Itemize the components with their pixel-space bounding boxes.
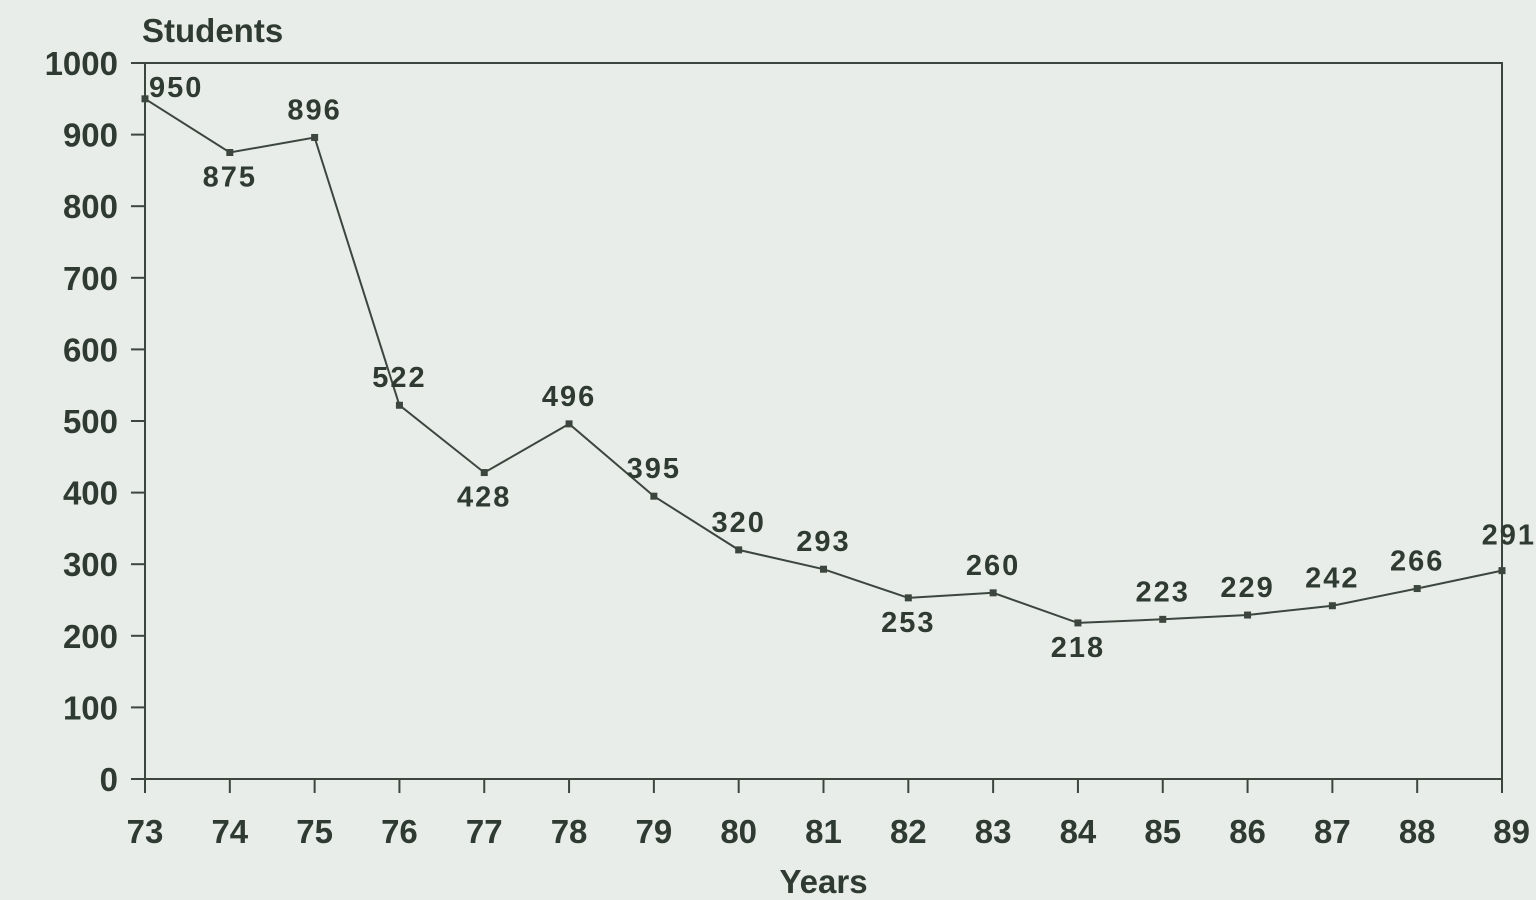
y-tick-label: 600 <box>63 331 118 368</box>
y-tick-label: 500 <box>63 403 118 440</box>
x-tick-label: 83 <box>975 813 1012 850</box>
data-point <box>1074 619 1082 627</box>
data-point <box>989 589 997 597</box>
y-axis-title: Students <box>142 12 283 49</box>
data-label: 875 <box>203 162 257 194</box>
data-point <box>226 149 234 156</box>
data-label: 896 <box>287 94 341 126</box>
data-label: 242 <box>1305 563 1359 595</box>
y-tick-label: 300 <box>63 546 118 583</box>
plot-area-frame <box>144 62 1503 780</box>
data-point <box>1328 602 1336 610</box>
x-tick-label: 76 <box>381 813 418 850</box>
x-tick-label: 73 <box>127 813 164 850</box>
x-axis: 73 74 75 76 77 78 79 80 81 82 83 84 85 86 87 88 89 <box>127 779 1530 850</box>
y-tick-label: 700 <box>63 260 118 297</box>
data-point <box>311 133 319 141</box>
data-label: 395 <box>627 453 681 485</box>
x-tick-label: 82 <box>890 813 927 850</box>
x-tick-label: 75 <box>296 813 333 850</box>
x-tick-label: 74 <box>211 813 248 850</box>
data-point <box>1159 615 1167 623</box>
data-label: 950 <box>149 72 203 104</box>
data-labels: 950 875 896 522 428 496 395 320 293 253 260 218 223 2… <box>149 72 1536 664</box>
data-label: 260 <box>966 550 1020 582</box>
data-point <box>141 95 149 103</box>
data-point <box>480 469 488 477</box>
data-label: 291 <box>1482 520 1536 552</box>
x-tick-label: 89 <box>1493 813 1530 850</box>
x-tick-label: 77 <box>466 813 503 850</box>
data-label: 223 <box>1136 576 1190 608</box>
y-tick-label: 200 <box>63 618 118 655</box>
data-label: 218 <box>1051 632 1105 664</box>
y-tick-label: 400 <box>63 475 118 512</box>
data-label: 522 <box>372 362 426 394</box>
x-tick-label: 79 <box>636 813 673 850</box>
x-tick-label: 81 <box>805 813 842 850</box>
data-point <box>650 492 658 500</box>
data-point <box>735 546 743 554</box>
x-tick-label: 86 <box>1229 813 1266 850</box>
y-tick-label: 800 <box>63 188 118 225</box>
data-label: 428 <box>457 482 511 514</box>
x-tick-label: 87 <box>1314 813 1351 850</box>
data-point <box>1413 585 1421 593</box>
data-label: 266 <box>1390 546 1444 578</box>
data-point <box>1244 611 1252 619</box>
data-point <box>820 565 827 573</box>
data-point <box>1498 567 1506 575</box>
data-point <box>565 420 573 428</box>
y-tick-label: 900 <box>63 117 118 154</box>
y-tick-label: 0 <box>100 761 118 798</box>
data-label: 293 <box>796 526 850 558</box>
data-label: 320 <box>711 507 765 539</box>
x-tick-label: 88 <box>1399 813 1436 850</box>
data-label: 253 <box>881 607 935 639</box>
data-point <box>904 594 912 602</box>
x-axis-title: Years <box>779 863 867 900</box>
y-tick-label: 1000 <box>45 45 118 82</box>
data-points <box>141 95 1506 627</box>
y-axis: 0 100 200 300 400 500 600 700 800 900 1000 <box>45 45 145 798</box>
x-tick-label: 78 <box>551 813 588 850</box>
x-tick-label: 84 <box>1060 813 1097 850</box>
data-point <box>395 401 403 409</box>
data-label: 229 <box>1220 572 1274 604</box>
y-tick-label: 100 <box>63 689 118 726</box>
x-tick-label: 80 <box>720 813 757 850</box>
data-label: 496 <box>542 381 596 413</box>
x-tick-label: 85 <box>1144 813 1181 850</box>
